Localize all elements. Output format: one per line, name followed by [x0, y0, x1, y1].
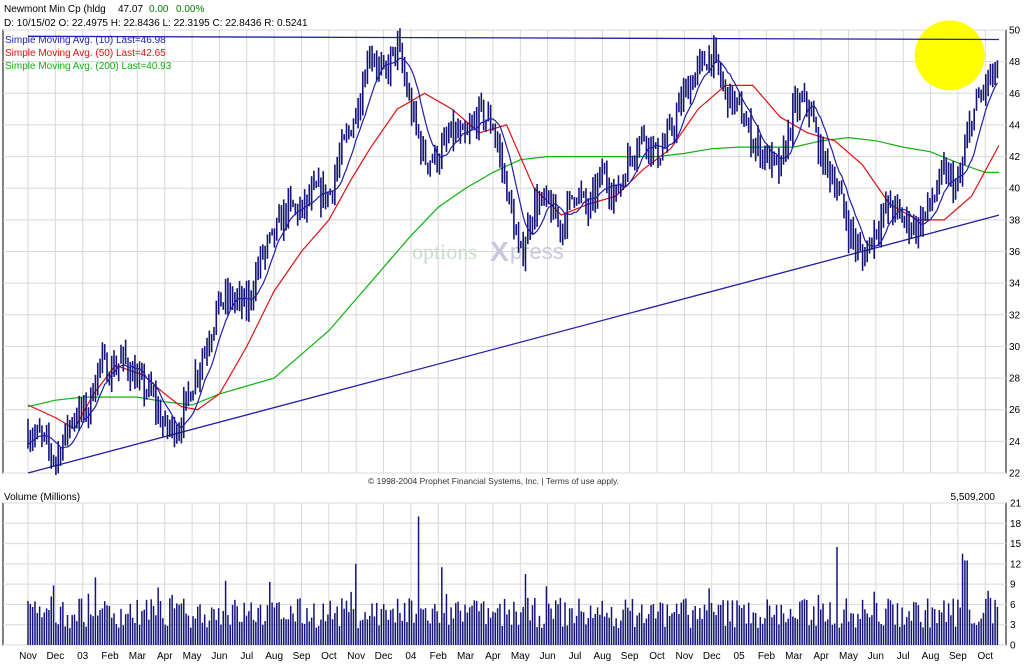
- price-tick-label: 38: [1009, 215, 1021, 226]
- legend-sma50: Simple Moving Avg. (50) Last=42.65: [5, 48, 166, 59]
- x-tick-label: Aug: [265, 651, 283, 662]
- x-tick-label: Oct: [321, 651, 337, 662]
- price-tick-label: 22: [1009, 469, 1021, 480]
- x-tick-label: Feb: [101, 651, 119, 662]
- price-series: [27, 28, 1000, 476]
- copyright-text: © 1998-2004 Prophet Financial Systems, I…: [368, 476, 619, 486]
- x-tick-label: Sep: [293, 651, 311, 662]
- x-tick-label: Apr: [157, 651, 173, 662]
- price-tick-label: 26: [1009, 405, 1021, 416]
- volume-tick-label: 21: [1010, 499, 1022, 510]
- watermark-x: X: [490, 236, 509, 267]
- x-tick-label: Nov: [676, 651, 694, 662]
- volume-bars: [27, 516, 999, 645]
- highlight-circle: [914, 20, 985, 91]
- x-tick-label: Feb: [758, 651, 776, 662]
- volume-title: Volume (Millions): [4, 492, 80, 503]
- x-tick-label: Dec: [703, 651, 721, 662]
- x-axis: Nov Dec 03 Feb Mar Apr May Jun Jul Aug Sep Oct Nov De…: [19, 651, 993, 662]
- price-change-pct: 0.00%: [176, 4, 204, 15]
- volume-tick-label: 3: [1010, 620, 1016, 631]
- x-tick-label: Jun: [540, 651, 556, 662]
- sma200-line: [27, 136, 999, 408]
- price-tick-label: 40: [1009, 184, 1021, 195]
- volume-tick-label: 12: [1010, 559, 1022, 570]
- price-tick-label: 50: [1009, 26, 1021, 37]
- price-grid: [3, 29, 1006, 474]
- legend-sma10: Simple Moving Avg. (10) Last=46.98: [5, 35, 166, 46]
- price-tick-label: 46: [1009, 89, 1021, 100]
- x-tick-label: Jul: [897, 651, 910, 662]
- x-tick-label: Aug: [593, 651, 611, 662]
- symbol-name: Newmont Min Cp (hldg: [4, 4, 106, 15]
- x-tick-label: 04: [405, 651, 417, 662]
- x-tick-label: Jul: [569, 651, 582, 662]
- x-tick-label: Oct: [977, 651, 993, 662]
- x-tick-label: Sep: [949, 651, 967, 662]
- price-tick-label: 34: [1009, 279, 1021, 290]
- x-tick-label: Mar: [785, 651, 803, 662]
- x-tick-label: 05: [734, 651, 746, 662]
- price-change: 0.00: [149, 4, 169, 15]
- volume-tick-label: 15: [1010, 539, 1022, 550]
- x-tick-label: 03: [77, 651, 89, 662]
- x-tick-label: Dec: [46, 651, 64, 662]
- price-tick-label: 48: [1009, 57, 1021, 68]
- price-tick-label: 24: [1009, 437, 1021, 448]
- x-tick-label: Nov: [19, 651, 37, 662]
- volume-last: 5,509,200: [951, 492, 996, 503]
- x-tick-label: Oct: [649, 651, 665, 662]
- price-tick-label: 30: [1009, 342, 1021, 353]
- legend-sma200: Simple Moving Avg. (200) Last=40.93: [5, 61, 172, 72]
- price-tick-label: 44: [1009, 120, 1021, 131]
- x-tick-label: May: [183, 651, 202, 662]
- volume-tick-label: 6: [1010, 600, 1016, 611]
- ohlc-readout: D: 10/15/02 O: 22.4975 H: 22.8436 L: 22.…: [4, 18, 308, 29]
- last-price: 47.07: [118, 4, 143, 15]
- price-tick-label: 32: [1009, 310, 1021, 321]
- x-tick-label: Apr: [813, 651, 829, 662]
- x-tick-label: Mar: [457, 651, 475, 662]
- x-tick-label: Aug: [922, 651, 940, 662]
- x-tick-label: Feb: [430, 651, 448, 662]
- x-tick-label: Jul: [240, 651, 253, 662]
- volume-tick-label: 18: [1010, 519, 1022, 530]
- x-tick-label: Jun: [868, 651, 884, 662]
- price-bars: [27, 28, 999, 476]
- volume-tick-label: 0: [1010, 641, 1016, 652]
- volume-axis: 0 3 6 9 12 15 18 21: [1010, 499, 1022, 652]
- price-tick-label: 36: [1009, 247, 1021, 258]
- x-tick-label: Mar: [129, 651, 147, 662]
- sma10-line: [27, 57, 998, 449]
- trendline: [27, 214, 1000, 474]
- x-tick-label: Dec: [375, 651, 393, 662]
- x-tick-label: May: [511, 651, 530, 662]
- trendline: [27, 35, 999, 41]
- volume-tick-label: 9: [1010, 580, 1016, 591]
- price-axis: 22 24 26 28 30 32 34 36 38 40 42 44 46 48 50: [1009, 26, 1021, 480]
- x-tick-label: Nov: [347, 651, 365, 662]
- watermark-options: options: [412, 239, 477, 264]
- price-tick-label: 28: [1009, 374, 1021, 385]
- price-tick-label: 42: [1009, 152, 1021, 163]
- x-tick-label: Jun: [211, 651, 227, 662]
- x-tick-label: May: [839, 651, 858, 662]
- x-tick-label: Apr: [485, 651, 501, 662]
- x-tick-label: Sep: [621, 651, 639, 662]
